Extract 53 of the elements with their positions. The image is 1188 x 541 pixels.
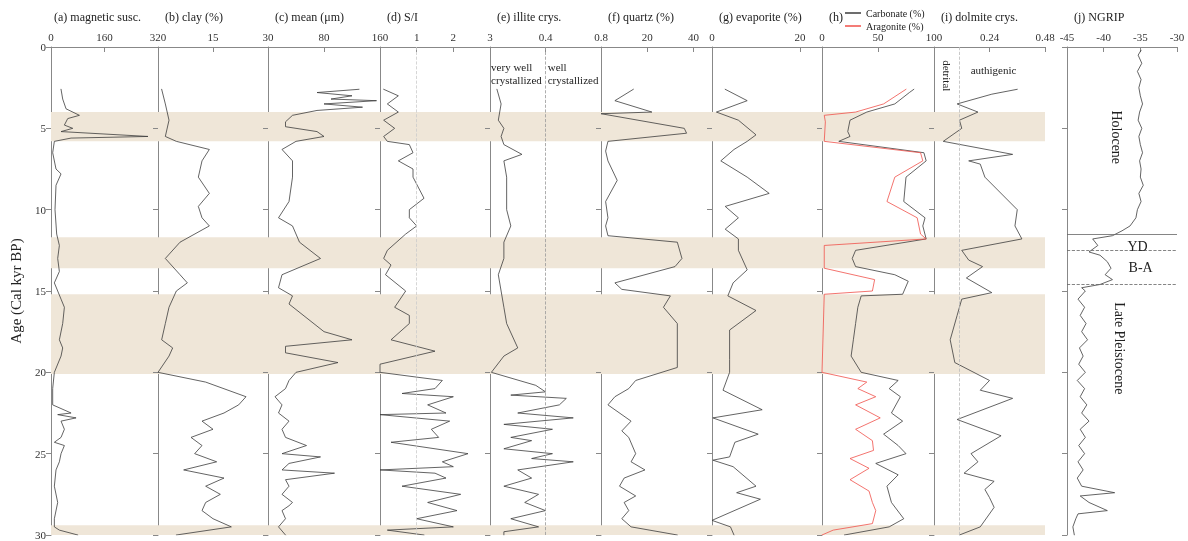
chart-title: (h) — [829, 10, 843, 24]
x-tick-label: -35 — [1133, 30, 1149, 43]
x-tick-label: -45 — [1059, 30, 1075, 43]
chart-title: (c) mean (μm) — [275, 10, 345, 24]
chart-title: (i) dolmite crys. — [941, 10, 1018, 24]
x-tick-label: 320 — [149, 30, 167, 43]
annotation: authigenic — [970, 63, 1017, 76]
x-tick-label: -30 — [1169, 30, 1185, 43]
y-tick-label: 25 — [35, 447, 47, 460]
x-tick-label: 30 — [262, 30, 274, 43]
x-tick-label: 20 — [794, 30, 806, 43]
chart-title: (a) magnetic susc. — [54, 10, 141, 24]
x-tick-label: 40 — [688, 30, 700, 43]
chart-title: (g) evaporite (%) — [719, 10, 802, 24]
chart-title: (d) S/I — [387, 10, 418, 24]
x-tick-label: 80 — [318, 30, 330, 43]
chart-title: (b) clay (%) — [165, 10, 223, 24]
y-axis-title: Age (Cal kyr BP) — [7, 238, 25, 344]
x-tick-label: 0.8 — [594, 30, 609, 43]
legend-label: Carbonate (%) — [866, 7, 925, 20]
annotation: Holocene — [1109, 110, 1124, 165]
annotation: very well crystallized — [491, 61, 543, 87]
y-tick-label: 5 — [40, 122, 47, 135]
chart-title: (f) quartz (%) — [608, 10, 674, 24]
x-tick-label: 0.4 — [538, 30, 553, 43]
x-tick-label: 0 — [48, 30, 55, 43]
line-series — [52, 88, 149, 536]
annotation: well crystallized — [547, 61, 599, 87]
chart-title: (e) illite crys. — [497, 10, 562, 24]
x-tick-label: 0 — [819, 30, 826, 43]
annotation: detrital — [941, 60, 954, 92]
x-tick-label: 160 — [371, 30, 389, 43]
x-tick-label: 15 — [207, 30, 219, 43]
x-tick-label: 1 — [413, 30, 420, 43]
x-tick-label: 160 — [96, 30, 114, 43]
annotation: B-A — [1128, 259, 1154, 275]
chart-title: (j) NGRIP — [1074, 10, 1125, 24]
x-tick-label: 3 — [487, 30, 494, 43]
x-tick-label: 20 — [641, 30, 654, 43]
annotation: YD — [1127, 239, 1148, 255]
annotation: Late Pleistocene — [1112, 302, 1128, 395]
y-tick-label: 0 — [40, 41, 47, 53]
legend-label: Aragonite (%) — [866, 20, 924, 33]
y-tick-label: 30 — [35, 529, 47, 541]
x-tick-label: 100 — [925, 30, 943, 43]
x-tick-label: -40 — [1096, 30, 1112, 43]
x-tick-label: 0 — [709, 30, 716, 43]
y-tick-label: 10 — [35, 203, 47, 216]
y-tick-label: 15 — [35, 285, 47, 297]
x-tick-label: 2 — [450, 30, 457, 43]
x-tick-label: 0.48 — [1035, 30, 1056, 43]
y-tick-label: 20 — [35, 366, 47, 379]
x-tick-label: 0.24 — [979, 30, 1000, 43]
